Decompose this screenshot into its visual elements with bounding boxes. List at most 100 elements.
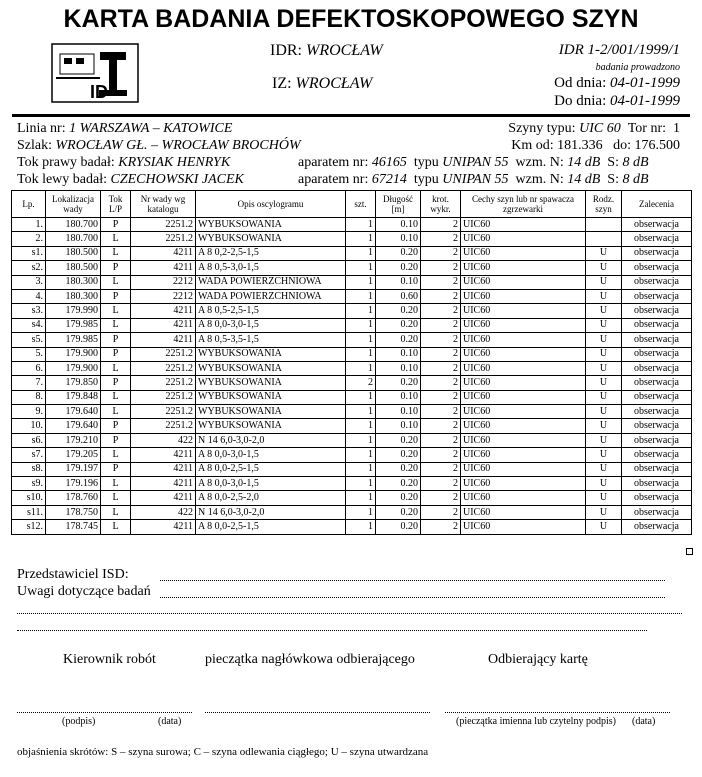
table-cell: U [585, 360, 622, 377]
table-cell: 9. [11, 404, 46, 420]
column-header: Opis oscylogramu [195, 190, 346, 218]
table-row: s10. 178.760 L 4211 A 8 0,0-2,5-2,0 1 0.20 2 UIC… [11, 490, 692, 506]
table-cell: WYBUKSOWANIA [195, 216, 346, 233]
table-cell: s8. [11, 461, 46, 478]
table-cell: 179.985 [45, 332, 101, 348]
table-cell: UIC60 [460, 375, 586, 391]
table-cell: 1 [345, 274, 376, 290]
table-cell: s5. [11, 332, 46, 348]
table-cell: 179.196 [45, 476, 101, 492]
table-row: s12. 178.745 L 4211 A 8 0,0-2,5-1,5 1 0.20 2 UIC… [11, 519, 692, 535]
table-cell: 7. [11, 375, 46, 391]
table-cell: A 8 0,2-2,5-1,5 [195, 245, 346, 262]
corner-mark [686, 548, 693, 555]
table-cell: U [585, 346, 622, 362]
table-cell: s9. [11, 476, 46, 492]
rail-type: Szyny typu: UIC 60 Tor nr: 1 [508, 121, 680, 136]
table-cell: WYBUKSOWANIA [195, 404, 346, 420]
table-cell: 422 [130, 504, 196, 521]
table-cell: UIC60 [460, 490, 586, 506]
table-cell: WYBUKSOWANIA [195, 375, 346, 391]
table-cell: 2212 [130, 274, 196, 290]
table-cell: 2 [420, 274, 461, 290]
table-cell: P [100, 260, 131, 276]
table-cell: 180.700 [45, 231, 101, 247]
date: (data) [632, 716, 656, 727]
table-cell: UIC60 [460, 404, 586, 420]
table-cell: 2251.2 [130, 418, 196, 434]
dots [160, 597, 665, 598]
receiver: Odbierający kartę [488, 652, 588, 667]
left-inspector: Tok lewy badał: CZECHOWSKI JACEK [17, 172, 244, 187]
table-cell: obserwacja [621, 432, 692, 449]
table-cell: L [100, 519, 131, 535]
table-cell: A 8 0,5-3,5-1,5 [195, 332, 346, 348]
table-cell: s3. [11, 303, 46, 319]
table-cell: 179.205 [45, 447, 101, 463]
table-cell: A 8 0,0-2,5-2,0 [195, 490, 346, 506]
table-cell: U [585, 404, 622, 420]
table-cell: UIC60 [460, 303, 586, 319]
table-cell: 1 [345, 332, 376, 348]
km: Km od: 181.336 do: 176.500 [511, 138, 680, 153]
table-cell: 1 [345, 260, 376, 276]
table-cell: 0.60 [375, 288, 421, 305]
table-cell: 2251.2 [130, 231, 196, 247]
table-cell: WADA POWIERZCHNIOWA [195, 288, 346, 305]
table-cell: 1 [345, 432, 376, 449]
table-cell: obserwacja [621, 260, 692, 276]
table-cell: 180.700 [45, 216, 101, 233]
table-cell: P [100, 461, 131, 478]
table-cell: 1 [345, 418, 376, 434]
table-cell: 2 [420, 360, 461, 377]
table-cell: 178.750 [45, 504, 101, 521]
table-cell: 0.20 [375, 432, 421, 449]
iz: IZ: WROCŁAW [272, 75, 373, 92]
table-cell: 2 [420, 317, 461, 334]
table-cell: U [585, 447, 622, 463]
table-cell: 0.10 [375, 274, 421, 290]
table-cell: obserwacja [621, 418, 692, 434]
table-cell: 0.20 [375, 519, 421, 535]
table-cell: P [100, 375, 131, 391]
table-cell: 0.20 [375, 375, 421, 391]
route: Szlak: WROCŁAW GŁ. – WROCŁAW BROCHÓW [17, 138, 301, 153]
table-cell: 2251.2 [130, 389, 196, 406]
table-cell: 179.640 [45, 418, 101, 434]
date: (data) [158, 716, 182, 727]
table-cell: 0.20 [375, 447, 421, 463]
table-cell: 4211 [130, 303, 196, 319]
table-cell: UIC60 [460, 389, 586, 406]
table-cell: 1 [345, 303, 376, 319]
table-cell: 2 [420, 461, 461, 478]
table-row: s5. 179.985 P 4211 A 8 0,5-3,5-1,5 1 0.20 2 UIC6… [11, 332, 692, 348]
table-cell: L [100, 476, 131, 492]
table-cell: U [585, 389, 622, 406]
table-cell: 422 [130, 432, 196, 449]
table-cell: obserwacja [621, 346, 692, 362]
table-cell: 1 [345, 519, 376, 535]
table-cell: UIC60 [460, 504, 586, 521]
table-cell: U [585, 504, 622, 521]
table-cell: 179.900 [45, 360, 101, 377]
isd-label: Przedstawiciel ISD: [17, 567, 129, 582]
table-cell: UIC60 [460, 332, 586, 348]
column-header: Cechy szyn lub nr spawacza zgrzewarki [460, 190, 586, 218]
table-cell: L [100, 303, 131, 319]
period-note: badania prowadzono [595, 62, 680, 73]
table-cell: 2 [420, 519, 461, 535]
table-cell: UIC60 [460, 432, 586, 449]
table-cell: 2. [11, 231, 46, 247]
table-row: s1. 180.500 L 4211 A 8 0,2-2,5-1,5 1 0.20 2 UIC6… [11, 245, 692, 262]
table-cell: 0.20 [375, 490, 421, 506]
table-row: s2. 180.500 P 4211 A 8 0,5-3,0-1,5 1 0.20 2 UIC6… [11, 260, 692, 276]
table-cell: obserwacja [621, 375, 692, 391]
table-row: s8. 179.197 P 4211 A 8 0,0-2,5-1,5 1 0.20 2 UIC6… [11, 461, 692, 478]
rule [12, 114, 690, 117]
table-cell: WYBUKSOWANIA [195, 360, 346, 377]
table-cell: 1 [345, 476, 376, 492]
table-cell: WADA POWIERZCHNIOWA [195, 274, 346, 290]
table-cell: WYBUKSOWANIA [195, 231, 346, 247]
table-cell: N 14 6,0-3,0-2,0 [195, 504, 346, 521]
table-cell: P [100, 288, 131, 305]
